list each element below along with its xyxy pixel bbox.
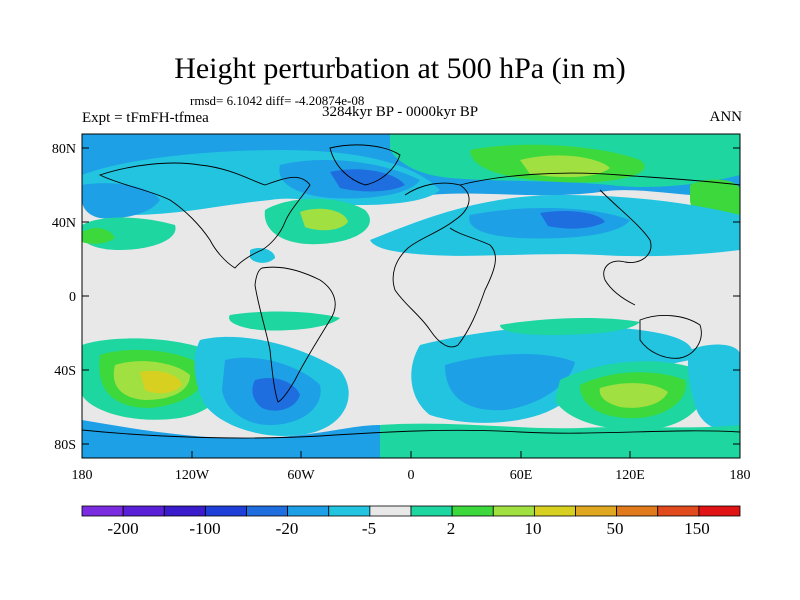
colorbar	[81, 505, 741, 517]
colorbar-label-10: 10	[525, 519, 542, 538]
colorbar-swatch	[657, 505, 700, 517]
asia-coast	[459, 172, 740, 306]
lon-label-120w: 120W	[175, 468, 210, 483]
colorbar-swatch	[533, 505, 576, 517]
latitude-labels: 80N 40N 0 40S 80S	[52, 142, 76, 453]
colorbar-label-minus200: -200	[107, 519, 138, 538]
south-atlantic-negative-mid	[445, 354, 575, 411]
colorbar-swatch	[698, 505, 741, 517]
north-pacific-positive-core	[82, 228, 115, 244]
colorbar-swatch	[287, 505, 330, 517]
lat-label-40s: 40S	[54, 364, 76, 379]
colorbar-swatch	[369, 505, 412, 517]
colorbar-label-minus100: -100	[189, 519, 220, 538]
coastlines	[82, 144, 740, 439]
australia-coast	[639, 315, 702, 359]
antarctic-green-band	[380, 423, 740, 458]
time-period-label: 3284kyr BP - 0000kyr BP	[322, 104, 479, 120]
lon-label-180e: 180	[730, 468, 751, 483]
colorbar-swatch	[451, 505, 494, 517]
siberia-yellow-core	[520, 155, 610, 178]
longitude-ticks	[81, 451, 741, 458]
statistics-text: rmsd= 6.1042 diff= -4.20874e-08	[190, 93, 365, 108]
plot-title: Height perturbation at 500 hPa (in m)	[174, 52, 626, 85]
colorbar-swatch	[246, 505, 289, 517]
southwest-pacific-negative	[687, 344, 740, 432]
tropical-pacific-positive	[229, 311, 340, 331]
colorbar-labels: -200 -100 -20 -5 2 10 50 150	[107, 519, 709, 538]
caribbean-negative	[250, 247, 275, 263]
lat-label-80n: 80N	[52, 142, 76, 157]
colorbar-swatch	[81, 505, 124, 517]
latitude-ticks	[82, 147, 740, 445]
colorbar-label-2: 2	[447, 519, 456, 538]
colorbar-swatch	[122, 505, 165, 517]
greenland-coast	[329, 144, 401, 186]
colorbar-swatch	[575, 505, 618, 517]
colorbar-swatch	[492, 505, 535, 517]
north-america-coast	[98, 162, 311, 269]
longitude-labels: 180 120W 60W 0 60E 120E 180	[72, 468, 751, 483]
lon-label-180w: 180	[72, 468, 93, 483]
europe-africa-coast	[392, 182, 496, 348]
colorbar-swatch	[410, 505, 453, 517]
eurasia-negative-core	[540, 211, 605, 229]
lat-label-40n: 40N	[52, 216, 76, 231]
south-indian-positive-core	[599, 383, 668, 408]
colorbar-label-50: 50	[607, 519, 624, 538]
colorbar-swatch	[616, 505, 659, 517]
lon-label-60w: 60W	[287, 468, 315, 483]
indian-ocean-positive-strip	[500, 318, 640, 335]
south-pacific-positive-core	[140, 370, 182, 394]
antarctica-coast	[82, 429, 740, 439]
north-america-positive-core	[300, 208, 348, 231]
colorbar-label-minus5: -5	[362, 519, 376, 538]
south-america-coast	[254, 266, 336, 403]
colorbar-swatch	[328, 505, 371, 517]
colorbar-label-150: 150	[684, 519, 710, 538]
lon-label-120e: 120E	[615, 468, 645, 483]
colorbar-label-minus20: -20	[276, 519, 299, 538]
north-pacific-negative	[82, 183, 160, 219]
antarctic-positive-band	[82, 420, 380, 458]
experiment-label: Expt = tFmFH-tfmea	[82, 110, 209, 126]
lat-label-0: 0	[69, 290, 76, 305]
lon-label-0: 0	[408, 468, 415, 483]
lon-label-60e: 60E	[510, 468, 533, 483]
colorbar-swatch	[163, 505, 206, 517]
lat-label-80s: 80S	[54, 438, 76, 453]
anomaly-field	[82, 134, 740, 458]
season-label: ANN	[709, 109, 743, 125]
colorbar-swatch	[204, 505, 247, 517]
